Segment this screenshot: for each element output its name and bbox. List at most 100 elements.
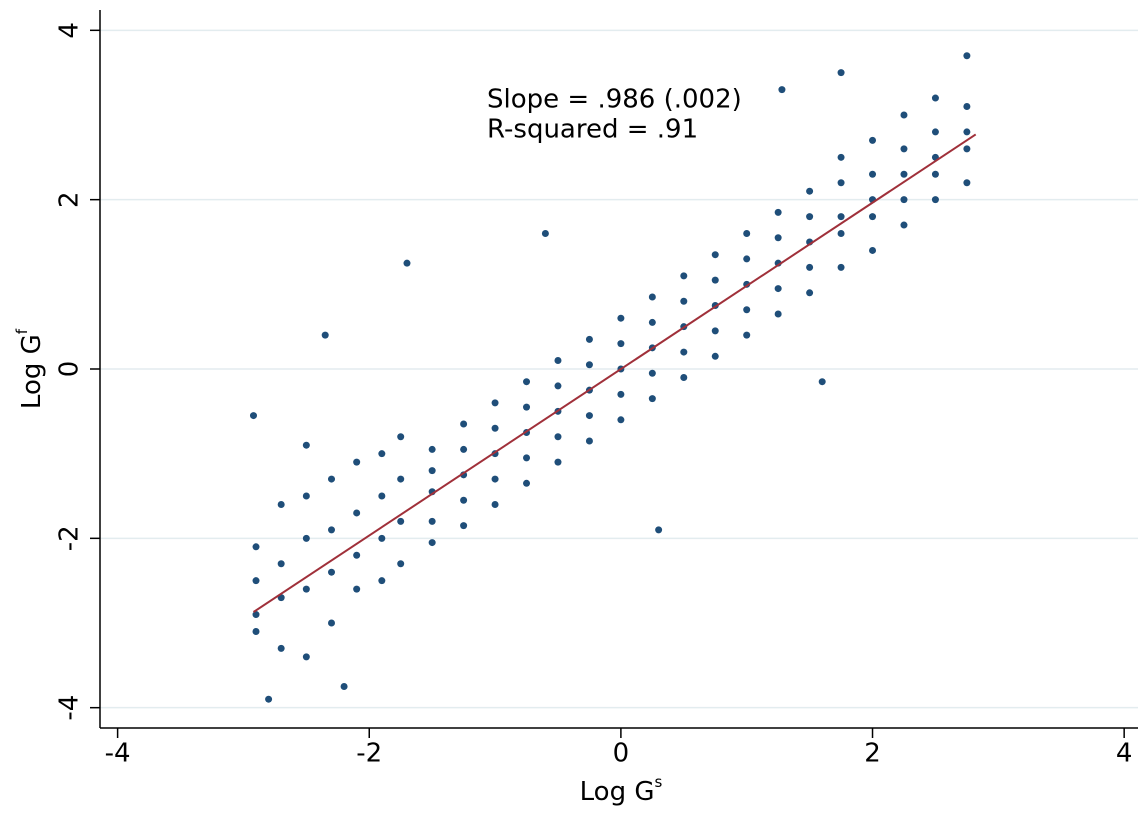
point xyxy=(806,263,814,271)
point xyxy=(353,585,361,593)
point xyxy=(252,627,260,635)
y-tick-label: 0 xyxy=(55,361,85,378)
point xyxy=(648,369,656,377)
point xyxy=(554,458,562,466)
annotation: R-squared = .91 xyxy=(487,115,698,145)
point xyxy=(774,208,782,216)
point xyxy=(648,395,656,403)
point xyxy=(743,306,751,314)
point xyxy=(428,517,436,525)
point xyxy=(321,331,329,339)
point xyxy=(554,433,562,441)
point xyxy=(837,263,845,271)
point xyxy=(680,348,688,356)
point xyxy=(655,526,663,534)
point xyxy=(648,293,656,301)
point xyxy=(743,331,751,339)
x-axis-title-text: Log G xyxy=(580,777,655,807)
point xyxy=(353,509,361,517)
point xyxy=(837,179,845,187)
point xyxy=(460,522,468,530)
point xyxy=(837,153,845,161)
point xyxy=(869,213,877,221)
point xyxy=(869,136,877,144)
x-tick-label: 0 xyxy=(613,739,630,769)
x-axis-title-sup: s xyxy=(655,773,663,791)
point xyxy=(523,454,531,462)
point xyxy=(302,441,310,449)
point xyxy=(774,310,782,318)
point xyxy=(837,69,845,77)
point xyxy=(428,539,436,547)
point xyxy=(585,361,593,369)
point xyxy=(277,500,285,508)
point xyxy=(428,467,436,475)
point xyxy=(460,420,468,428)
point xyxy=(397,517,405,525)
point xyxy=(778,86,786,94)
point xyxy=(353,551,361,559)
point xyxy=(277,560,285,568)
point xyxy=(249,412,257,420)
point xyxy=(931,128,939,136)
point xyxy=(837,230,845,238)
point xyxy=(523,403,531,411)
y-tick-label: -4 xyxy=(55,695,85,721)
point xyxy=(869,246,877,254)
point xyxy=(302,492,310,500)
point xyxy=(302,653,310,661)
y-tick-label: 4 xyxy=(55,22,85,39)
point xyxy=(931,170,939,178)
point xyxy=(460,496,468,504)
y-tick-label: -2 xyxy=(55,525,85,551)
point xyxy=(523,378,531,386)
point xyxy=(541,230,549,238)
point xyxy=(252,543,260,551)
point xyxy=(265,695,273,703)
point xyxy=(900,111,908,119)
point xyxy=(963,179,971,187)
point xyxy=(774,285,782,293)
point xyxy=(397,433,405,441)
x-tick-label: -2 xyxy=(356,739,382,769)
point xyxy=(900,221,908,229)
point xyxy=(340,683,348,691)
point xyxy=(617,314,625,322)
point xyxy=(711,276,719,284)
point xyxy=(428,445,436,453)
point xyxy=(328,475,336,483)
y-axis-title-sup: f xyxy=(13,328,31,334)
point xyxy=(963,52,971,60)
x-tick-label: 4 xyxy=(1116,739,1133,769)
point xyxy=(523,479,531,487)
point xyxy=(491,500,499,508)
x-tick-label: -4 xyxy=(105,739,131,769)
point xyxy=(711,251,719,259)
point xyxy=(328,568,336,576)
point xyxy=(302,585,310,593)
point xyxy=(617,390,625,398)
x-axis-title: Log Gs xyxy=(580,773,663,807)
point xyxy=(617,340,625,348)
point xyxy=(554,357,562,365)
point xyxy=(378,450,386,458)
point xyxy=(378,492,386,500)
point xyxy=(460,445,468,453)
point xyxy=(900,145,908,153)
point xyxy=(353,458,361,466)
annotation: Slope = .986 (.002) xyxy=(487,85,742,115)
point xyxy=(585,437,593,445)
point xyxy=(491,399,499,407)
point xyxy=(711,352,719,360)
point xyxy=(378,577,386,585)
y-axis-title: Log Gf xyxy=(13,328,47,409)
point xyxy=(806,289,814,297)
point xyxy=(491,475,499,483)
point xyxy=(680,373,688,381)
point xyxy=(806,213,814,221)
point xyxy=(252,611,260,619)
point xyxy=(397,560,405,568)
point xyxy=(818,378,826,386)
